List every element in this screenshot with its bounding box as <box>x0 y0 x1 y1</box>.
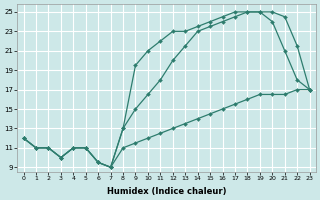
X-axis label: Humidex (Indice chaleur): Humidex (Indice chaleur) <box>107 187 226 196</box>
